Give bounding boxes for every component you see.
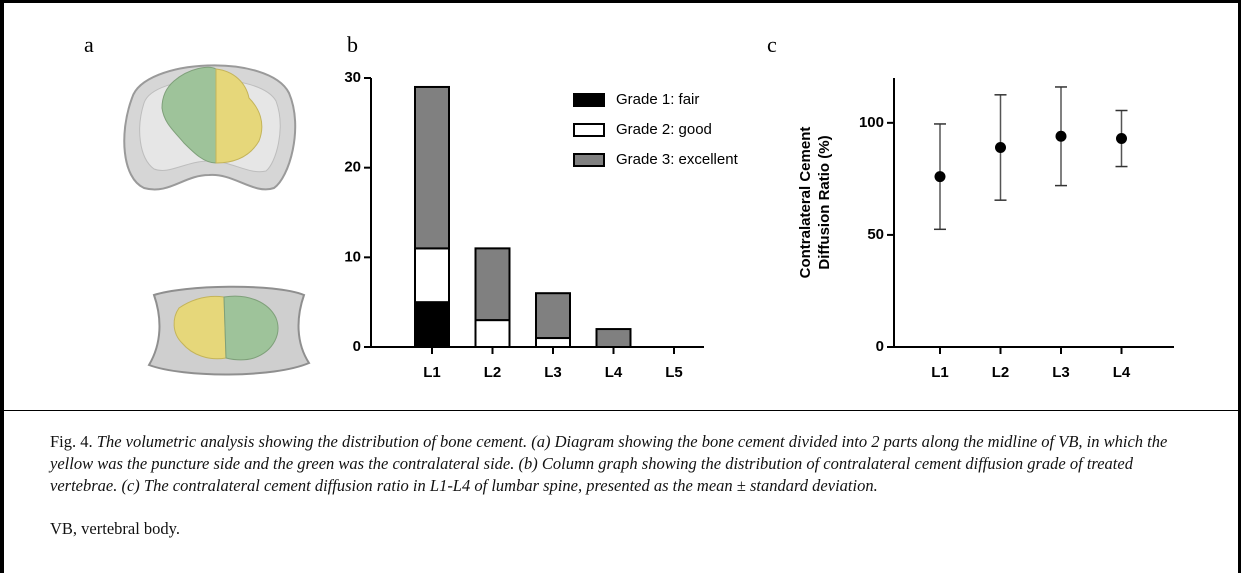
bar-segment [536, 293, 570, 338]
bar-segment [597, 329, 631, 347]
y-tick-label: 0 [876, 338, 884, 355]
vertebra-axial-view [124, 65, 295, 189]
legend-swatch [574, 94, 604, 106]
panel-label: b [347, 32, 358, 57]
y-tick-label: 100 [859, 114, 884, 131]
legend-label: Grade 3: excellent [616, 151, 739, 168]
x-tick-label: L1 [423, 364, 441, 381]
separator [4, 410, 1238, 411]
mean-point [995, 142, 1006, 153]
figure-panels: a b c 0 10 20 30 L1 L2 L3 L4 L5 Grade 1: fair Grad… [4, 3, 1238, 413]
bar-segment [476, 320, 510, 347]
bar-segment [415, 302, 449, 347]
y-tick-label: 50 [867, 226, 884, 243]
vertebra-lateral-view [149, 287, 309, 375]
mean-point [1056, 131, 1067, 142]
caption: Fig. 4. The volumetric analysis showing … [50, 431, 1200, 497]
y-tick-label: 30 [344, 69, 361, 86]
legend-label: Grade 2: good [616, 121, 712, 138]
x-tick-label: L4 [1113, 364, 1131, 381]
panel-label: a [84, 32, 94, 57]
mean-point [935, 171, 946, 182]
figure: a b c 0 10 20 30 L1 L2 L3 L4 L5 Grade 1: fair Grad… [0, 0, 1241, 573]
bar-segment [536, 338, 570, 347]
y-axis-label-line: Diffusion Ratio (%) [816, 135, 833, 269]
x-tick-label: L3 [544, 364, 562, 381]
mean-point [1116, 133, 1127, 144]
y-tick-label: 20 [344, 159, 361, 176]
bar-segment [476, 248, 510, 320]
x-tick-label: L2 [484, 364, 502, 381]
bar-segment [415, 248, 449, 302]
y-tick-label: 10 [344, 248, 361, 265]
caption-note: VB, vertebral body. [50, 519, 180, 539]
x-tick-label: L3 [1052, 364, 1070, 381]
x-tick-label: L4 [605, 364, 623, 381]
legend-swatch [574, 124, 604, 136]
bar-segment [415, 87, 449, 248]
x-tick-label: L1 [931, 364, 949, 381]
y-axis-label-line: Contralateral Cement [797, 127, 814, 279]
panel-label: c [767, 32, 777, 57]
legend-label: Grade 1: fair [616, 91, 699, 108]
x-tick-label: L2 [992, 364, 1010, 381]
legend-swatch [574, 154, 604, 166]
caption-label: Fig. 4. [50, 432, 93, 451]
y-tick-label: 0 [353, 338, 361, 355]
caption-text: The volumetric analysis showing the dist… [50, 432, 1167, 495]
x-tick-label: L5 [665, 364, 683, 381]
